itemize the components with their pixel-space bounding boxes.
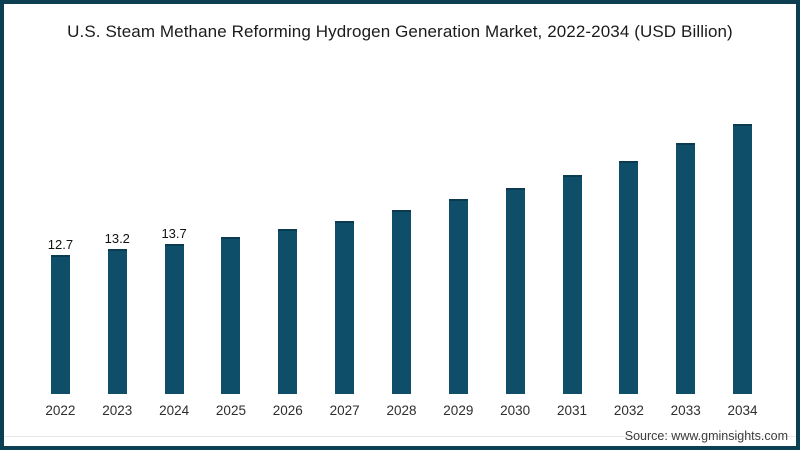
bar-column-2022: 12.7 (32, 114, 89, 394)
bar-2032 (619, 161, 639, 394)
x-tick-2022: 2022 (45, 403, 76, 418)
bar-column-2028 (373, 114, 430, 394)
bar-2024 (164, 244, 184, 394)
x-tick-2033: 2033 (670, 403, 701, 418)
x-tick-2024: 2024 (159, 403, 190, 418)
bar-2031 (562, 175, 582, 394)
bar-2023 (107, 249, 127, 394)
value-label-2023: 13.2 (104, 231, 130, 246)
bar-chart-plot-area: 12.7 13.2 13.7 (32, 114, 771, 394)
bar-column-2033 (657, 114, 714, 394)
bar-column-2031 (544, 114, 601, 394)
x-axis: 2022 2023 2024 2025 2026 2027 2028 2029 2030 2031… (32, 403, 771, 418)
bar-column-2027 (316, 114, 373, 394)
x-tick-2028: 2028 (386, 403, 417, 418)
x-tick-2025: 2025 (215, 403, 246, 418)
bar-2026 (278, 229, 298, 394)
footer-divider (4, 436, 796, 437)
x-tick-2023: 2023 (102, 403, 133, 418)
bar-2025 (221, 237, 241, 394)
x-tick-2032: 2032 (613, 403, 644, 418)
bar-2034 (733, 124, 753, 394)
value-label-2024: 13.7 (161, 226, 187, 241)
bar-column-2025 (203, 114, 260, 394)
bar-column-2026 (259, 114, 316, 394)
bar-column-2024: 13.7 (146, 114, 203, 394)
x-tick-2034: 2034 (727, 403, 758, 418)
bar-column-2034 (714, 114, 771, 394)
bar-column-2023: 13.2 (89, 114, 146, 394)
x-tick-2026: 2026 (272, 403, 303, 418)
bar-2030 (505, 188, 525, 394)
chart-title: U.S. Steam Methane Reforming Hydrogen Ge… (67, 22, 733, 41)
bar-2029 (448, 199, 468, 394)
x-tick-2029: 2029 (443, 403, 474, 418)
source-attribution: Source: www.gminsights.com (624, 429, 788, 443)
value-label-2022: 12.7 (47, 237, 74, 252)
x-tick-2031: 2031 (556, 403, 588, 418)
bar-2027 (335, 221, 355, 394)
x-tick-2030: 2030 (500, 403, 531, 418)
bar-column-2029 (430, 114, 487, 394)
x-tick-2027: 2027 (329, 403, 360, 418)
bar-column-2032 (600, 114, 657, 394)
bar-2022 (50, 255, 70, 394)
bar-column-2030 (487, 114, 544, 394)
bar-2033 (676, 143, 696, 394)
bar-2028 (391, 210, 411, 394)
